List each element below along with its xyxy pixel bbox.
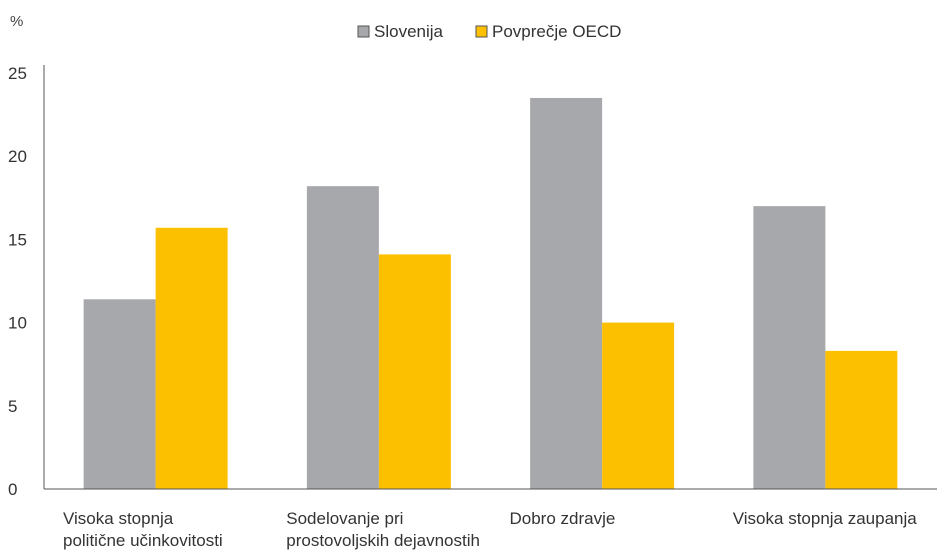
- y-tick-label: 15: [8, 230, 27, 249]
- x-category-line: Sodelovanje pri: [286, 509, 403, 528]
- bar-slovenija-3: [753, 206, 826, 489]
- legend-label-slovenija: Slovenija: [374, 22, 444, 41]
- y-unit-label: %: [10, 13, 23, 30]
- y-axis-ticks: 0 5 10 15 20 25: [8, 64, 27, 499]
- y-tick-label: 0: [8, 480, 17, 499]
- x-category-line: Visoka stopnja: [63, 509, 174, 528]
- bars: [83, 97, 898, 490]
- bar-slovenija-0: [83, 299, 156, 489]
- x-axis-categories: Visoka stopnja politične učinkovitosti Sod…: [63, 509, 917, 550]
- x-category-label: Visoka stopnja zaupanja: [733, 509, 918, 528]
- x-category-label: Dobro zdravje: [510, 509, 616, 528]
- bar-slovenija-1: [306, 186, 379, 490]
- bar-oecd-1: [378, 254, 451, 489]
- y-tick-label: 20: [8, 147, 27, 166]
- legend: Slovenija Povprečje OECD: [357, 22, 621, 41]
- x-category-label: Sodelovanje pri prostovoljskih dejavnosti…: [286, 509, 480, 550]
- y-tick-label: 5: [8, 397, 17, 416]
- x-category-line: Visoka stopnja zaupanja: [733, 509, 918, 528]
- bar-oecd-0: [155, 227, 228, 489]
- legend-swatch-oecd: [475, 25, 488, 38]
- x-category-label: Visoka stopnja politične učinkovitosti: [63, 509, 223, 550]
- legend-label-oecd: Povprečje OECD: [492, 22, 621, 41]
- y-tick-label: 10: [8, 314, 27, 333]
- legend-swatch-slovenija: [357, 25, 370, 38]
- bar-oecd-2: [602, 322, 675, 489]
- y-tick-label: 25: [8, 64, 27, 83]
- bar-slovenija-2: [530, 97, 603, 490]
- x-category-line: Dobro zdravje: [510, 509, 616, 528]
- x-category-line: prostovoljskih dejavnostih: [286, 531, 480, 550]
- x-category-line: politične učinkovitosti: [63, 531, 223, 550]
- bar-oecd-3: [825, 350, 898, 489]
